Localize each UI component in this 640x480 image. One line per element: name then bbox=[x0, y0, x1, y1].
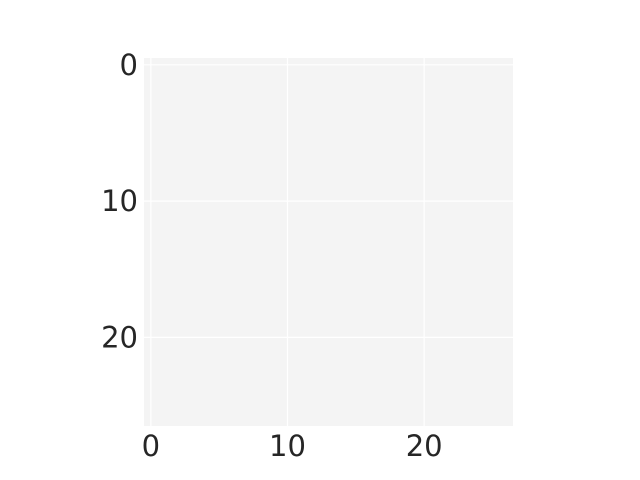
x-axis-ticks: 0 10 20 bbox=[142, 429, 443, 463]
y-axis-ticks: 0 10 20 bbox=[101, 48, 138, 355]
y-tick-label: 0 bbox=[120, 48, 138, 82]
y-tick-label: 10 bbox=[101, 184, 138, 218]
grid-lines bbox=[144, 58, 513, 426]
x-tick-label: 0 bbox=[142, 429, 160, 463]
x-tick-label: 20 bbox=[406, 429, 443, 463]
plot-area bbox=[144, 58, 513, 426]
y-tick-label: 20 bbox=[101, 320, 138, 354]
x-tick-label: 10 bbox=[269, 429, 306, 463]
